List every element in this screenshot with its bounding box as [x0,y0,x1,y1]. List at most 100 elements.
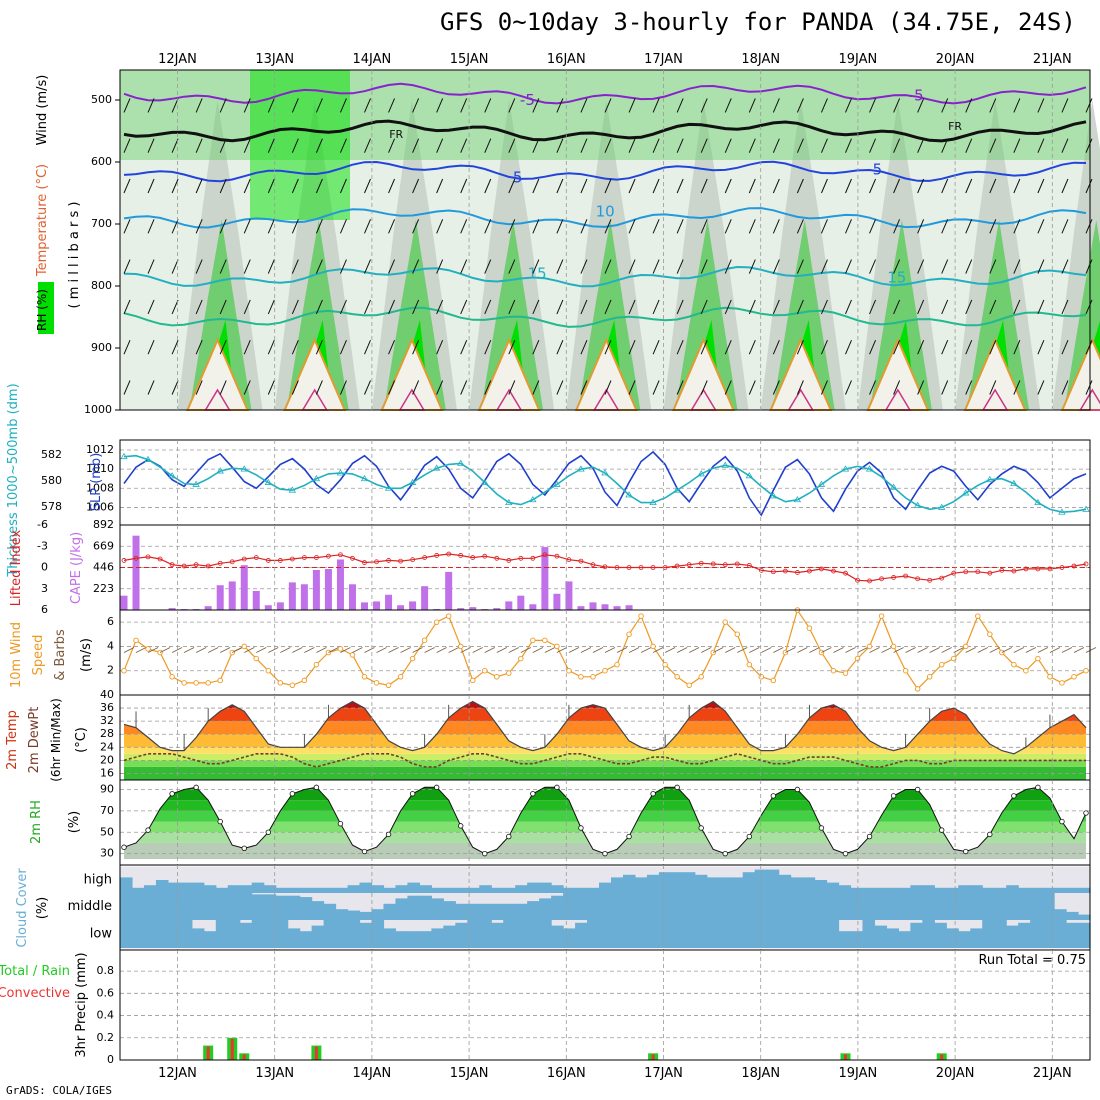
wind-barb [1037,299,1045,315]
cloud-bar-middle [263,894,277,920]
wind-barb [592,647,604,653]
li-marker [795,570,800,575]
cloud-bar-middle [527,901,540,920]
cloud-bar-middle [694,893,708,920]
wind-barb [652,259,660,274]
cloud-bar-high [1006,885,1019,893]
wind-barb [1013,380,1021,395]
cloud-bar-middle [634,893,648,920]
rh-plume-moist [675,220,738,410]
cloud-bar-high [371,885,385,893]
bottom-date-label: 21JAN [1033,1066,1072,1081]
cloud-bar-low [479,920,492,948]
isotherm-line [123,119,1087,143]
cloud-bar-low [850,931,864,948]
li-marker [554,553,560,559]
li-marker [891,575,896,580]
cloud-bar-high [1042,887,1055,893]
wind-barb [917,299,925,315]
thickness-line [123,454,1087,514]
top-date-label: 12JAN [158,52,197,67]
cloud-bar-middle [826,893,840,920]
wind-speed-marker [205,680,211,686]
cloud-bar-high [778,874,792,893]
cloud-bar-low [143,920,157,948]
cloud-bar-low [862,920,876,948]
wind-speed-marker [578,674,584,680]
top-date-label: 19JAN [839,52,878,67]
wind-barb [508,219,516,234]
cloud-level-label: middle [68,899,112,914]
wind-barb [328,647,339,653]
cloud-bar-high [587,887,600,893]
cape-bar [216,585,224,610]
cloud-bar-middle [982,893,995,920]
cloud-bar-middle [646,893,660,920]
wind-barb [1061,138,1069,153]
wind-barb [364,299,371,315]
wind-barb [267,259,275,274]
cloud-bar-low [1030,920,1043,948]
cloud-bar-high [563,887,576,893]
cloud-bar-middle [730,893,744,920]
wind-barb [1037,178,1045,194]
cloud-bar-low [455,922,468,948]
cloud-bar-low [718,920,732,948]
wind-barb [1013,98,1021,113]
wind-barb [532,340,540,355]
wind-barb [796,259,804,274]
cape-bar [300,584,308,610]
wind-barb [965,98,973,113]
wind-speed-marker [734,631,741,638]
wind-speed-marker [433,619,440,625]
rh-plume-moist [578,220,641,410]
cape-bar [168,608,176,610]
wind-barb [195,259,203,274]
wind-speed-marker [277,680,284,686]
cloud-bar-high [910,885,923,893]
wind-barb [315,340,323,355]
cloud-bar-low [1078,922,1091,948]
rh-plume-moist [772,220,835,410]
thickness-marker [1082,505,1090,512]
wind-speed-marker [602,667,608,674]
temp-band [124,721,1086,735]
thickness-marker [649,498,657,506]
wind-barb [1073,647,1085,653]
cloud-bar-low [706,920,720,948]
wind-speed-marker [385,682,392,689]
thickness-marker [1058,508,1066,515]
wind-barb [724,299,732,315]
cape-bar [324,569,332,610]
cloud-bar-low [826,920,840,948]
cloud-axis-label: Cloud Cover [15,868,30,948]
wind-barb [388,380,396,395]
cloud-bar-middle [551,895,564,920]
wind-barb [1085,98,1093,113]
thickness-marker [216,467,224,474]
wind-barb [291,259,299,274]
wind-speed-marker [926,674,933,680]
cloud-bar-low [1042,920,1055,948]
wind-barb [869,299,877,315]
wind-barb [965,178,973,194]
cloud-bar-middle [622,893,636,920]
cloud-bar-high [431,887,444,893]
temp-band [124,760,1086,767]
cloud-bar-low [946,928,959,948]
cloud-bar-low [563,928,576,948]
wind-speed-marker [169,674,175,680]
li-marker [193,562,199,568]
cloud-bar-high [323,887,337,893]
wind-barb [1085,138,1093,153]
rh-marker [698,825,704,831]
rh-marker [890,793,897,799]
cloud-bar-high [1066,887,1079,893]
thickness-marker [432,464,441,471]
wind-speed-marker [373,680,380,686]
top-date-label: 17JAN [644,52,683,67]
cape-li-panel [120,535,1090,610]
cloud-bar-middle [1054,909,1067,920]
cloud-bar-middle [1018,893,1031,920]
rh-band [124,810,1086,822]
